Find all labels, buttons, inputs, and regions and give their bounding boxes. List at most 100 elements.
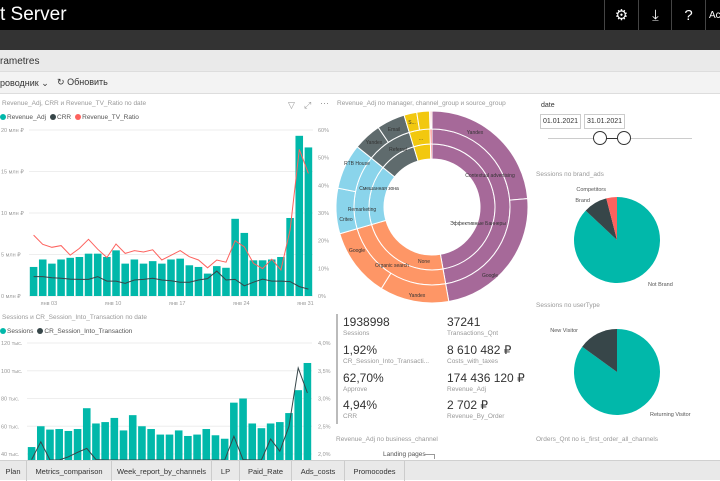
kpi-label: Costs_with_taxes [447,358,498,365]
bar-revenue-adj [277,256,285,296]
user-menu[interactable]: Ac [705,0,720,30]
date-slider-end-handle[interactable] [617,131,631,145]
bar-sessions [36,426,45,460]
bar-sessions [248,423,257,460]
bar-revenue-adj [185,265,194,296]
bar-sessions [193,434,201,460]
tab-week-report-by-channels[interactable]: Week_report_by_channels [112,461,212,481]
bar-revenue-adj [194,266,203,296]
legend-item[interactable]: Sessions [0,328,33,335]
download-icon[interactable]: ⤓ [638,0,672,30]
kpi-label: Transactions_Qnt [447,330,499,337]
date-slider-start-handle[interactable] [593,131,607,145]
line-cr-session [31,366,308,460]
y2-tick-label: 20% [318,239,329,245]
line-crr [33,270,309,290]
bar-sessions [27,447,36,460]
bar-revenue-adj [249,260,258,296]
y2-tick-label: 30% [318,211,329,217]
more-options-icon[interactable]: ⋯ [320,98,329,108]
params-bar: rametres [0,50,720,72]
tab-plan[interactable]: Plan [0,461,27,481]
top-bar: t Server ⚙ ⤓ ? Ac [0,0,720,30]
tab-ads-costs[interactable]: Ads_costs [292,461,345,481]
sunburst-label: Yandex [467,130,484,136]
y2-tick-label: 3,5% [318,369,331,375]
bar-sessions [303,362,312,460]
params-title: rametres [0,56,40,67]
revenue-chart[interactable]: 0 млн ₽ 5 млн ₽ 10 млн ₽ 15 млн ₽ 20 млн ₽ 0%… [0,122,335,310]
tab-lp[interactable]: LP [212,461,240,481]
y-tick-label: 80 тыс. [1,397,20,403]
kpi-value: 8 610 482 ₽ [447,343,512,357]
tab-promocodes[interactable]: Promocodes [345,461,405,481]
y-tick-label: 100 тыс. [1,369,23,375]
secondary-bar [0,30,720,50]
legend-item[interactable]: CR_Session_Into_Transaction [37,328,132,335]
business-channel-title: Revenue_Adj по business_channel [336,436,438,443]
kpi-value: 1938998 [343,315,390,329]
legend-item[interactable]: Revenue_TV_Ratio [75,114,139,121]
page-tabs: Plan Metrics_comparison Week_report_by_cha… [0,460,720,481]
bar-sessions [138,426,146,460]
bar-revenue-adj [231,218,239,296]
sunburst-label: Criteo [339,217,353,223]
tab-paid-rate[interactable]: Paid_Rate [240,461,292,481]
sunburst-segment [430,110,433,130]
bar-sessions [128,415,137,460]
focus-mode-icon[interactable]: ⤢ [304,100,312,110]
bar-revenue-adj [29,266,38,296]
y2-tick-label: 2,5% [318,424,331,430]
bar-sessions [285,413,293,460]
y-tick-label: 10 млн ₽ [1,210,24,217]
sessions-chart[interactable]: 40 тыс. 60 тыс. 80 тыс. 100 тыс. 120 тыс. 2,0… [0,336,335,460]
sunburst-label: Yandex [366,140,383,146]
bar-revenue-adj [93,253,102,296]
sunburst-label: Google [349,248,365,254]
chart1-title: Revenue_Adj, CRR и Revenue_TV_Ratio по d… [2,100,147,107]
bar-revenue-adj [176,258,184,296]
y-tick-label: 60 тыс. [1,424,20,430]
help-icon[interactable]: ? [671,0,705,30]
brand-pie-chart[interactable]: Not Brand Brand Competitors [540,180,720,295]
date-slider-range [600,138,624,139]
bar-sessions [239,398,247,460]
bar-revenue-adj [286,217,294,296]
bar-revenue-adj [130,259,139,296]
gear-icon[interactable]: ⚙ [604,0,638,30]
label-leader-line [425,454,435,459]
filter-icon[interactable]: ▽ [288,100,295,110]
usertype-pie-title: Sessions по userType [536,302,600,309]
legend-item[interactable]: Revenue_Adj [0,114,46,121]
bar-sessions [46,429,54,460]
bar-revenue-adj [167,259,175,296]
bar-sessions [165,434,174,460]
x-tick-label: янв 17 [169,301,186,307]
bar-sessions [147,429,155,460]
sunburst-segment [429,143,433,160]
date-to-input[interactable]: 31.01.2021 [584,114,625,129]
explorer-menu[interactable]: роводник ⌄ [0,78,49,89]
kpi-label: Sessions [343,330,370,337]
tab-metrics-comparison[interactable]: Metrics_comparison [27,461,112,481]
sunburst-label: Remarketing [348,207,377,213]
sunburst-label: ... [419,136,423,142]
usertype-pie-chart[interactable]: Returning Visitor New Visitor [540,315,720,425]
refresh-button[interactable]: ↻ Обновить [57,77,108,88]
sunburst-segment [416,110,431,131]
app-title: t Server [0,4,67,25]
bar-revenue-adj [258,260,267,296]
bar-revenue-adj [203,273,212,296]
revenue-sunburst-chart[interactable]: Yandex Google Contextual advertising Эффект… [330,105,535,310]
bar-revenue-adj [38,259,47,296]
bar-sessions [64,430,73,460]
sunburst-label: Yandex [409,293,426,299]
legend-item[interactable]: CRR [50,114,71,121]
kpi-label: Revenue_Adj [447,386,487,393]
y-tick-label: 15 млн ₽ [1,169,24,176]
bar-revenue-adj [57,259,65,296]
sunburst-label: Referral [389,147,407,153]
bar-sessions [55,429,63,460]
date-from-input[interactable]: 01.01.2021 [540,114,581,129]
line-revenue-tv-ratio [33,149,309,272]
